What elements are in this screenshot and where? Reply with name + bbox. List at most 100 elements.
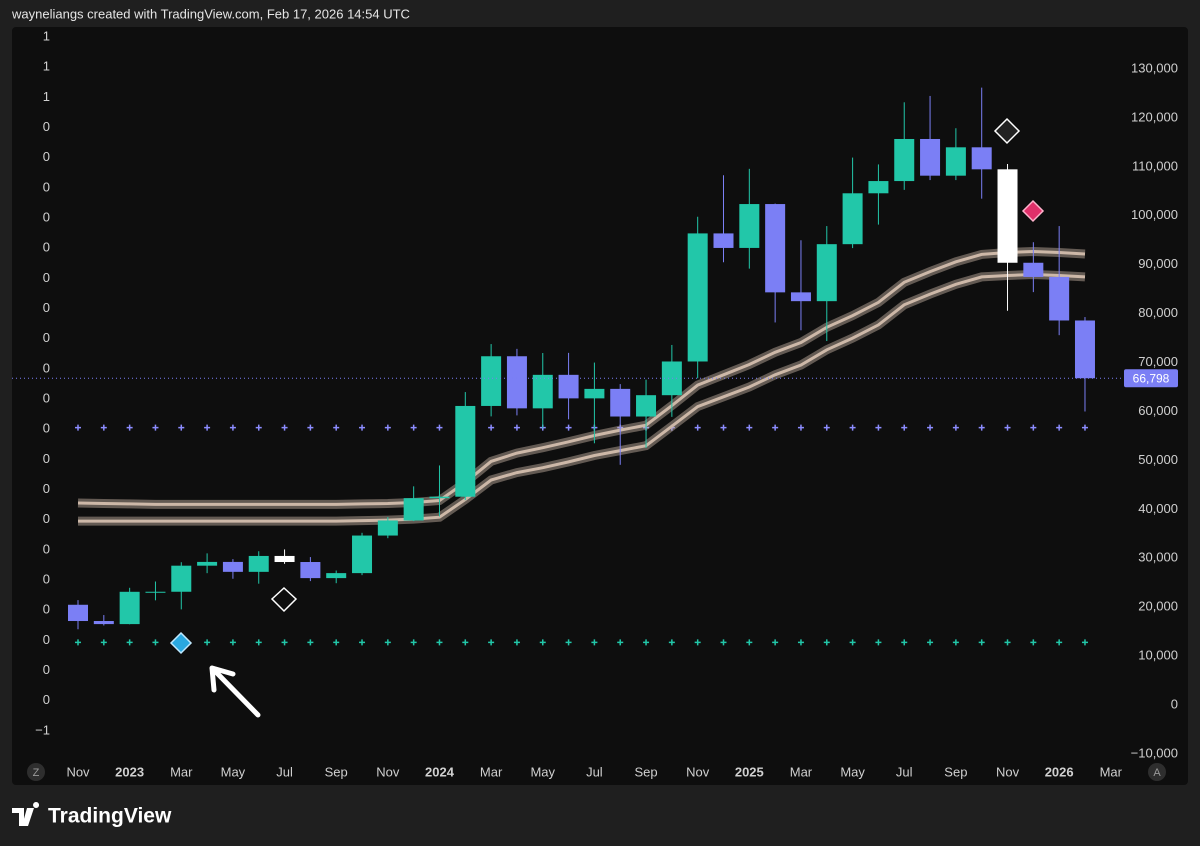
x-tick-label: May — [221, 764, 246, 779]
left-axis-label: 0 — [43, 390, 50, 405]
left-axis-label: 0 — [43, 541, 50, 556]
x-tick-label: Sep — [325, 764, 348, 779]
chart-area — [12, 27, 1188, 785]
y-tick-label: 30,000 — [1138, 550, 1178, 565]
x-tick-label: May — [530, 764, 555, 779]
y-tick-label: 100,000 — [1131, 207, 1178, 222]
left-axis-label: 0 — [43, 300, 50, 315]
left-axis-label: 0 — [43, 421, 50, 436]
x-tick-label: 2023 — [115, 764, 144, 779]
left-axis-label: 0 — [43, 692, 50, 707]
x-tick-label: Jul — [276, 764, 293, 779]
candle-body — [119, 591, 140, 625]
y-tick-label: 10,000 — [1138, 648, 1178, 663]
y-tick-label: 0 — [1171, 696, 1178, 711]
left-axis-label: 0 — [43, 209, 50, 224]
logo-mark — [12, 802, 40, 826]
candle-body — [687, 233, 708, 362]
x-tick-label: Mar — [480, 764, 503, 779]
x-tick-label: 2026 — [1045, 764, 1074, 779]
x-tick-label: Sep — [634, 764, 657, 779]
left-axis-label: 0 — [43, 602, 50, 617]
left-axis-label: 0 — [43, 571, 50, 586]
candle-body — [894, 138, 915, 182]
plot: −10,000 0 10,000 20,000 30,000 40,000 50,000 60… — [12, 28, 1178, 781]
left-axis-label: 0 — [43, 149, 50, 164]
logo-text: TradingView — [48, 805, 172, 828]
x-tick-label: 2025 — [735, 764, 764, 779]
y-tick-label: 60,000 — [1138, 403, 1178, 418]
candle-body — [1049, 276, 1070, 321]
x-tick-label: 2024 — [425, 764, 455, 779]
candle-body — [713, 233, 734, 248]
x-tick-label: Sep — [944, 764, 967, 779]
candle-body — [739, 204, 760, 248]
button-label[interactable]: Z — [33, 767, 40, 779]
left-axis-label: 0 — [43, 270, 50, 285]
y-tick-label: 50,000 — [1138, 452, 1178, 467]
candle-body — [971, 147, 992, 170]
signal-marker — [270, 586, 298, 613]
x-tick-label: Nov — [996, 764, 1020, 779]
y-tick-label: 40,000 — [1138, 501, 1178, 516]
x-tick-label: May — [840, 764, 865, 779]
button[interactable] — [27, 763, 45, 781]
ribbon-line — [78, 272, 1086, 523]
candle-body — [68, 604, 88, 622]
y-tick-label: 90,000 — [1138, 256, 1178, 271]
x-tick-label: Mar — [170, 764, 193, 779]
candle-body — [1023, 262, 1044, 277]
header: wayneliangs created with TradingView.com… — [11, 6, 410, 21]
y-tick-label: 130,000 — [1131, 60, 1178, 75]
left-axis-label: 0 — [43, 511, 50, 526]
candle-body — [816, 244, 837, 302]
candle-body — [403, 498, 424, 521]
signal-marker — [1021, 199, 1045, 223]
left-axis-label: 0 — [43, 179, 50, 194]
left-axis-label: 0 — [43, 451, 50, 466]
candle-body — [377, 520, 398, 536]
y-tick-label: 110,000 — [1132, 158, 1178, 173]
left-axis-label: 0 — [43, 360, 50, 375]
candle-body — [842, 193, 863, 245]
left-axis-label: 0 — [43, 662, 50, 677]
candle-body — [558, 374, 579, 399]
candle-body — [506, 356, 527, 409]
button[interactable] — [1148, 763, 1166, 781]
candle-body — [352, 535, 373, 574]
candle-body — [171, 565, 192, 592]
candle-body — [429, 496, 450, 499]
candle-body — [790, 292, 811, 302]
left-axis-label: 0 — [43, 481, 50, 496]
left-axis-label: 0 — [43, 119, 50, 134]
candle-body — [481, 356, 502, 406]
candle-body — [1074, 320, 1095, 379]
candle-body — [636, 395, 657, 417]
candle-body — [326, 573, 347, 579]
y-tick-label: 70,000 — [1138, 354, 1178, 369]
signal-marker — [169, 631, 193, 655]
x-tick-label: Nov — [66, 764, 90, 779]
left-axis-label: 0 — [43, 330, 50, 345]
x-tick-label: Jul — [896, 764, 913, 779]
candle-body — [222, 561, 243, 572]
y-tick-label: 120,000 — [1131, 109, 1178, 124]
left-axis-label: −1 — [35, 722, 50, 737]
last-price-label: 66,798 — [1133, 371, 1170, 385]
button-label[interactable]: A — [1153, 767, 1161, 779]
last-price-box — [1124, 369, 1178, 388]
x-tick-label: Mar — [790, 764, 813, 779]
candle-body — [868, 181, 889, 194]
candle-body — [610, 388, 631, 417]
candle-body — [455, 405, 476, 497]
y-tick-label: 80,000 — [1138, 305, 1178, 320]
candle-body — [248, 555, 269, 572]
candle-body — [661, 361, 682, 396]
left-axis-label: 1 — [43, 28, 50, 43]
candle-body — [93, 621, 114, 625]
candle-body — [997, 169, 1018, 263]
x-tick-label: Nov — [376, 764, 400, 779]
candle-body — [765, 204, 786, 293]
candle-body — [584, 388, 605, 399]
